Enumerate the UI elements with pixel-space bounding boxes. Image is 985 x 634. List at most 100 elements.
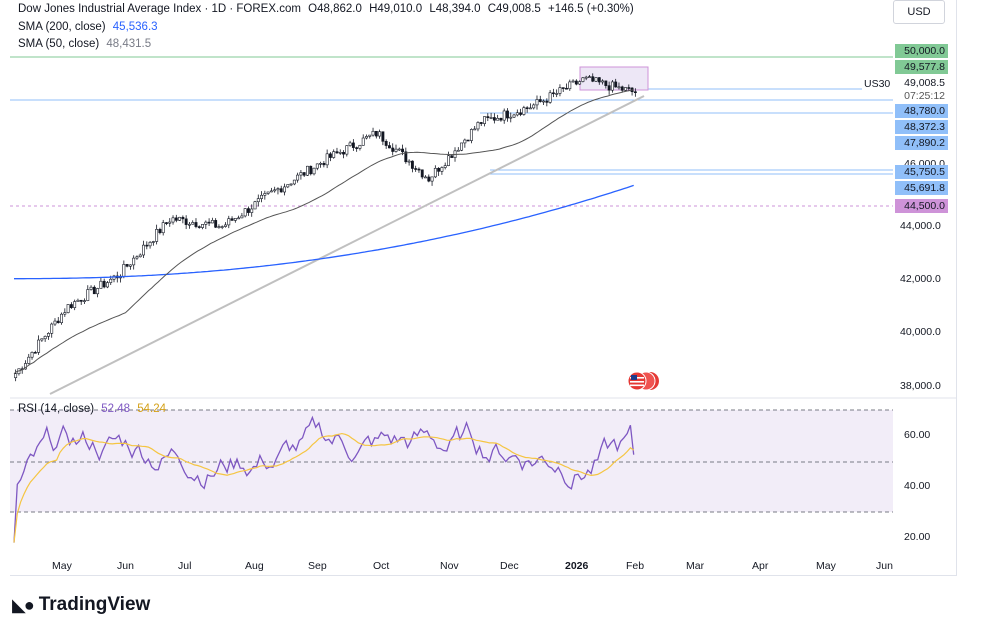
candle-body[interactable] xyxy=(430,176,434,182)
candle-body[interactable] xyxy=(237,217,241,220)
candle-body[interactable] xyxy=(502,110,506,121)
candle-body[interactable] xyxy=(486,116,490,119)
candle-body[interactable] xyxy=(633,91,637,94)
candle-body[interactable] xyxy=(528,107,532,110)
candle-body[interactable] xyxy=(565,87,568,90)
candle-body[interactable] xyxy=(358,145,362,149)
candle-body[interactable] xyxy=(66,304,70,313)
candle-body[interactable] xyxy=(289,183,293,186)
candle-body[interactable] xyxy=(404,151,408,163)
candle-body[interactable] xyxy=(256,198,260,203)
candle-body[interactable] xyxy=(378,131,382,137)
candle-body[interactable] xyxy=(240,215,244,219)
candle-body[interactable] xyxy=(145,244,149,247)
candle-body[interactable] xyxy=(92,286,96,295)
candle-body[interactable] xyxy=(601,80,605,83)
candle-body[interactable] xyxy=(184,218,188,225)
candle-body[interactable] xyxy=(479,122,483,124)
candle-body[interactable] xyxy=(365,136,368,139)
currency-button[interactable]: USD xyxy=(893,0,945,24)
candle-body[interactable] xyxy=(420,169,424,178)
candle-body[interactable] xyxy=(302,172,306,176)
candle-body[interactable] xyxy=(555,93,559,95)
price-tag-48372[interactable]: 48,372.3 xyxy=(895,120,948,134)
candle-body[interactable] xyxy=(14,373,18,379)
candle-body[interactable] xyxy=(338,152,342,154)
candle-body[interactable] xyxy=(263,193,267,196)
candle-body[interactable] xyxy=(207,221,211,224)
candle-body[interactable] xyxy=(522,107,526,115)
candle-body[interactable] xyxy=(519,112,523,115)
candle-body[interactable] xyxy=(483,116,486,124)
candle-body[interactable] xyxy=(447,155,450,166)
candle-body[interactable] xyxy=(542,100,545,103)
candle-body[interactable] xyxy=(509,116,513,119)
candle-body[interactable] xyxy=(214,220,218,228)
candle-body[interactable] xyxy=(76,299,80,302)
candle-body[interactable] xyxy=(335,151,339,154)
candle-body[interactable] xyxy=(69,304,73,308)
price-tag-45691[interactable]: 45,691.8 xyxy=(895,181,948,195)
candle-body[interactable] xyxy=(283,186,286,193)
candle-body[interactable] xyxy=(322,163,326,166)
candle-body[interactable] xyxy=(178,216,182,221)
candle-body[interactable] xyxy=(187,223,191,226)
candle-body[interactable] xyxy=(96,288,100,295)
candle-body[interactable] xyxy=(279,188,283,193)
candle-body[interactable] xyxy=(342,152,345,155)
candle-body[interactable] xyxy=(233,217,237,221)
candle-body[interactable] xyxy=(591,76,595,82)
candle-body[interactable] xyxy=(224,224,227,227)
candle-body[interactable] xyxy=(355,147,359,149)
candle-body[interactable] xyxy=(604,80,608,86)
candle-body[interactable] xyxy=(148,241,152,247)
candle-body[interactable] xyxy=(532,104,536,109)
candle-body[interactable] xyxy=(151,241,155,243)
candle-body[interactable] xyxy=(584,76,588,79)
candle-body[interactable] xyxy=(135,256,139,259)
candle-body[interactable] xyxy=(299,172,303,176)
candle-body[interactable] xyxy=(99,280,103,289)
candle-body[interactable] xyxy=(83,300,86,302)
candle-body[interactable] xyxy=(506,110,509,119)
candle-body[interactable] xyxy=(165,222,168,224)
candle-body[interactable] xyxy=(273,189,277,192)
candle-body[interactable] xyxy=(250,208,254,213)
price-tag-50000[interactable]: 50,000.0 xyxy=(895,44,948,58)
candle-body[interactable] xyxy=(243,208,247,217)
candle-body[interactable] xyxy=(43,336,47,340)
candle-body[interactable] xyxy=(63,312,67,315)
candle-body[interactable] xyxy=(204,221,208,225)
candle-body[interactable] xyxy=(558,87,562,94)
candle-body[interactable] xyxy=(597,77,601,83)
candle-body[interactable] xyxy=(60,313,63,324)
candle-body[interactable] xyxy=(210,220,214,224)
candle-body[interactable] xyxy=(588,76,591,78)
candle-body[interactable] xyxy=(496,117,500,121)
candle-body[interactable] xyxy=(424,176,427,179)
candle-body[interactable] xyxy=(433,167,437,178)
candle-body[interactable] xyxy=(460,142,464,151)
candle-body[interactable] xyxy=(191,222,195,225)
candle-body[interactable] xyxy=(201,224,204,228)
candle-body[interactable] xyxy=(561,87,565,89)
candle-body[interactable] xyxy=(499,117,503,121)
candle-body[interactable] xyxy=(345,145,349,155)
price-tag-44500[interactable]: 44,500.0 xyxy=(895,199,948,213)
candle-body[interactable] xyxy=(312,167,316,175)
candle-body[interactable] xyxy=(53,320,57,325)
candle-body[interactable] xyxy=(551,92,555,95)
candle-body[interactable] xyxy=(155,229,159,242)
candle-body[interactable] xyxy=(463,139,467,144)
candle-body[interactable] xyxy=(142,244,145,256)
consolidation-box[interactable] xyxy=(579,66,649,91)
candle-body[interactable] xyxy=(122,264,126,277)
candle-body[interactable] xyxy=(624,87,627,91)
candle-body[interactable] xyxy=(515,112,519,116)
candle-body[interactable] xyxy=(158,229,162,234)
candle-body[interactable] xyxy=(571,80,575,83)
price-tag-48780[interactable]: 48,780.0 xyxy=(895,104,948,118)
candle-body[interactable] xyxy=(538,99,542,102)
candle-body[interactable] xyxy=(27,356,31,364)
candle-body[interactable] xyxy=(473,128,477,131)
